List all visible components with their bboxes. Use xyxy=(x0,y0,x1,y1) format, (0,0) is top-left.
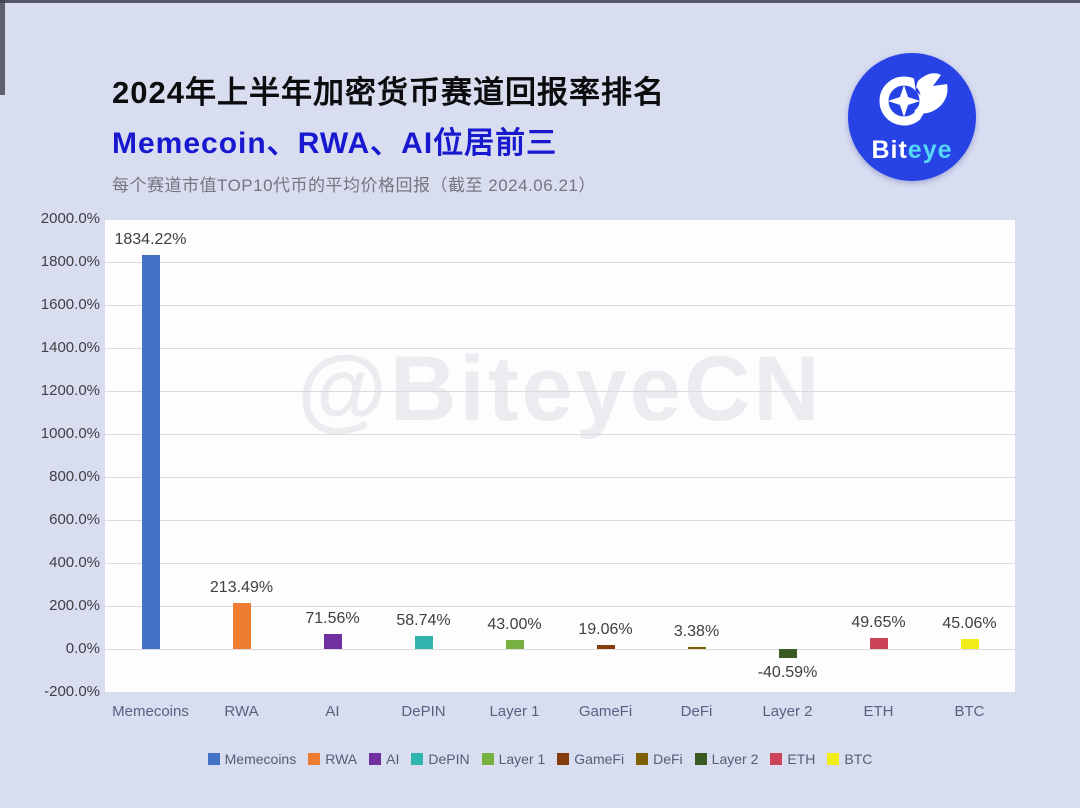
bar-value-defi: 3.38% xyxy=(673,623,720,640)
legend-swatch-gamefi xyxy=(557,753,570,765)
y-tick-label: 1400.0% xyxy=(40,339,100,356)
bar-value-layer-1: 43.00% xyxy=(487,615,542,633)
legend-item-gamefi: GameFi xyxy=(557,751,624,767)
legend-label: GameFi xyxy=(574,751,625,767)
plot-area: @BiteyeCN 1834.22% 213.49% 71.56% 58.74% 43.… xyxy=(105,219,1015,693)
gridline-1800.0% xyxy=(105,262,1015,263)
biteye-logo-text: Biteye xyxy=(848,136,976,165)
bar-value-btc: 45.06% xyxy=(942,615,997,633)
legend-item-layer-1: Layer 1 xyxy=(481,751,546,767)
x-label-rwa: RWA xyxy=(224,703,259,720)
legend-label: RWA xyxy=(325,751,358,767)
bar-value-rwa: 213.49% xyxy=(209,579,274,597)
y-tick-label: 1000.0% xyxy=(40,425,100,442)
legend-item-rwa: RWA xyxy=(308,751,357,767)
y-tick-label: 2000.0% xyxy=(40,210,100,227)
legend-label: ETH xyxy=(787,751,816,767)
chart-legend: Memecoins RWA AI DePIN Layer 1 GameFi DeFi Laye… xyxy=(0,751,1080,767)
x-label-eth: ETH xyxy=(863,703,894,720)
x-label-gamefi: GameFi xyxy=(578,703,633,720)
y-tick-label: 800.0% xyxy=(49,468,100,485)
gridline-1000.0% xyxy=(105,434,1015,435)
gridline-2000.0% xyxy=(105,219,1015,220)
legend-swatch-defi xyxy=(636,753,649,765)
legend-item-ai: AI xyxy=(369,751,399,767)
bar-value-layer-2: -40.59% xyxy=(757,663,818,681)
x-label-depin: DePIN xyxy=(401,703,446,720)
x-label-memecoins: Memecoins xyxy=(112,703,189,720)
gridline-1600.0% xyxy=(105,305,1015,306)
bar-rwa xyxy=(232,603,251,649)
legend-label: DeFi xyxy=(653,751,683,767)
legend-label: Memecoins xyxy=(224,751,297,767)
y-tick-label: 1200.0% xyxy=(40,382,100,399)
legend-item-memecoins: Memecoins xyxy=(207,751,297,767)
x-label-btc: BTC xyxy=(954,703,985,720)
legend-label: Layer 1 xyxy=(498,751,546,767)
logo-text-bit: Bit xyxy=(871,136,908,164)
legend-swatch-btc xyxy=(827,753,840,765)
biteye-logo-icon xyxy=(879,70,949,126)
legend-swatch-eth xyxy=(770,753,783,765)
gridline-1200.0% xyxy=(105,391,1015,392)
bar-depin xyxy=(414,636,433,649)
gridline-400.0% xyxy=(105,563,1015,564)
bar-btc xyxy=(960,639,979,649)
y-tick-label: 200.0% xyxy=(49,597,100,614)
x-label-layer-1: Layer 1 xyxy=(489,703,540,720)
x-label-defi: DeFi xyxy=(680,703,713,720)
legend-swatch-depin xyxy=(411,753,424,765)
page-subtitle: Memecoin、RWA、AI位居前三 xyxy=(112,126,558,160)
bar-gamefi xyxy=(596,644,615,649)
legend-label: BTC xyxy=(844,751,873,767)
bar-eth xyxy=(869,638,888,649)
gridline-1400.0% xyxy=(105,348,1015,349)
bar-layer-2 xyxy=(778,649,797,658)
legend-item-eth: ETH xyxy=(770,751,815,767)
page-title: 2024年上半年加密货币赛道回报率排名 xyxy=(112,74,665,110)
y-tick-label: 0.0% xyxy=(65,640,100,657)
gridline-0.0% xyxy=(105,649,1015,650)
legend-swatch-memecoins xyxy=(207,753,220,765)
y-tick-label: 400.0% xyxy=(49,554,100,571)
gridline--200.0% xyxy=(105,692,1015,693)
x-label-layer-2: Layer 2 xyxy=(762,703,813,720)
photo-edge-left xyxy=(0,0,5,95)
logo-text-eye: eye xyxy=(907,136,953,164)
chart-note: 每个赛道市值TOP10代币的平均价格回报（截至 2024.06.21） xyxy=(112,176,596,195)
biteye-logo: Biteye xyxy=(848,53,976,181)
bar-defi xyxy=(687,647,706,649)
legend-swatch-layer-2 xyxy=(694,753,707,765)
legend-item-btc: BTC xyxy=(827,751,872,767)
bar-value-memecoins: 1834.22% xyxy=(114,230,187,248)
bar-ai xyxy=(323,633,342,649)
legend-item-layer-2: Layer 2 xyxy=(694,751,759,767)
bar-memecoins xyxy=(141,254,160,649)
legend-label: DePIN xyxy=(428,751,470,767)
legend-swatch-ai xyxy=(369,753,382,765)
gridline-200.0% xyxy=(105,606,1015,607)
y-tick-label: 1600.0% xyxy=(40,296,100,313)
bar-value-gamefi: 19.06% xyxy=(578,620,633,638)
legend-item-defi: DeFi xyxy=(636,751,683,767)
legend-label: Layer 2 xyxy=(711,751,759,767)
gridline-600.0% xyxy=(105,520,1015,521)
y-tick-label: 600.0% xyxy=(49,511,100,528)
legend-item-depin: DePIN xyxy=(411,751,470,767)
y-tick-label: 1800.0% xyxy=(40,253,100,270)
gridline-800.0% xyxy=(105,477,1015,478)
bar-layer-1 xyxy=(505,639,524,649)
photo-edge-top xyxy=(0,0,1080,3)
y-tick-label: -200.0% xyxy=(44,683,100,700)
bar-value-ai: 71.56% xyxy=(305,609,360,627)
legend-swatch-rwa xyxy=(308,753,321,765)
legend-swatch-layer-1 xyxy=(481,753,494,765)
bar-value-eth: 49.65% xyxy=(851,614,906,632)
legend-label: AI xyxy=(386,751,400,767)
bar-value-depin: 58.74% xyxy=(396,612,451,630)
watermark: @BiteyeCN xyxy=(297,338,823,440)
x-label-ai: AI xyxy=(325,703,340,720)
